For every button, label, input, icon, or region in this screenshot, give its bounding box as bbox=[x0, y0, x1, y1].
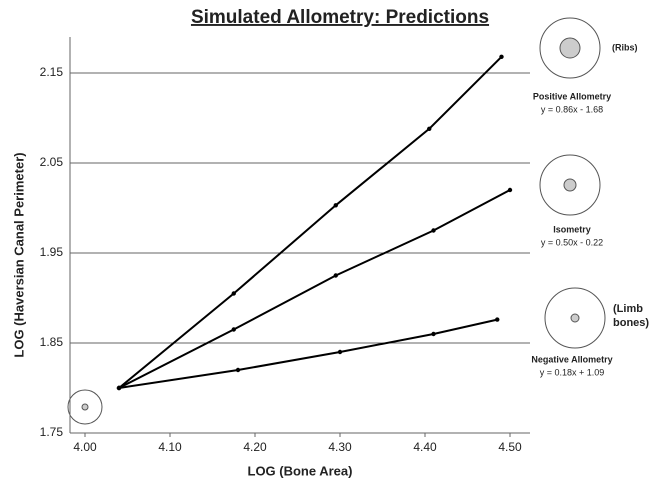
data-point bbox=[431, 228, 435, 232]
x-tick-label: 4.10 bbox=[158, 440, 182, 454]
equation: y = 0.50x - 0.22 bbox=[541, 237, 603, 247]
y-tick-label: 1.95 bbox=[40, 245, 64, 259]
y-tick-label: 2.15 bbox=[40, 65, 64, 79]
data-point bbox=[338, 350, 342, 354]
legend-label: Negative Allometry bbox=[531, 354, 612, 364]
data-point bbox=[334, 203, 338, 207]
y-tick-label: 1.75 bbox=[40, 425, 64, 439]
legend-label: Isometry bbox=[553, 224, 591, 234]
data-point bbox=[508, 188, 512, 192]
chart-title: Simulated Allometry: Predictions bbox=[191, 7, 489, 28]
x-tick-label: 4.50 bbox=[498, 440, 522, 454]
y-axis-label: LOG (Haversian Canal Perimeter) bbox=[11, 152, 26, 357]
chart: Simulated Allometry: Predictions LOG (Bo… bbox=[0, 0, 655, 483]
x-tick-label: 4.30 bbox=[328, 440, 352, 454]
data-point bbox=[236, 368, 240, 372]
data-point bbox=[334, 273, 338, 277]
data-point bbox=[232, 291, 236, 295]
data-point bbox=[117, 386, 121, 390]
equation: y = 0.18x + 1.09 bbox=[540, 367, 605, 377]
data-point bbox=[232, 327, 236, 331]
x-tick-label: 4.40 bbox=[413, 440, 437, 454]
data-point bbox=[431, 332, 435, 336]
data-point bbox=[495, 317, 499, 321]
y-tick-label: 1.85 bbox=[40, 335, 64, 349]
x-tick-label: 4.20 bbox=[243, 440, 267, 454]
annotation: (Ribs) bbox=[612, 42, 638, 52]
annotation: (Limb bones) bbox=[613, 302, 653, 330]
legend-label: Positive Allometry bbox=[533, 91, 611, 101]
series-line bbox=[119, 320, 497, 388]
series-line bbox=[119, 57, 502, 388]
y-tick-label: 2.05 bbox=[40, 155, 64, 169]
equation: y = 0.86x - 1.68 bbox=[541, 104, 603, 114]
x-axis-label: LOG (Bone Area) bbox=[248, 463, 353, 478]
page: Simulated Allometry: Predictions LOG (Bo… bbox=[0, 0, 655, 483]
data-point bbox=[427, 127, 431, 131]
series-line bbox=[119, 190, 510, 388]
data-point bbox=[499, 55, 503, 59]
x-tick-label: 4.00 bbox=[73, 440, 97, 454]
